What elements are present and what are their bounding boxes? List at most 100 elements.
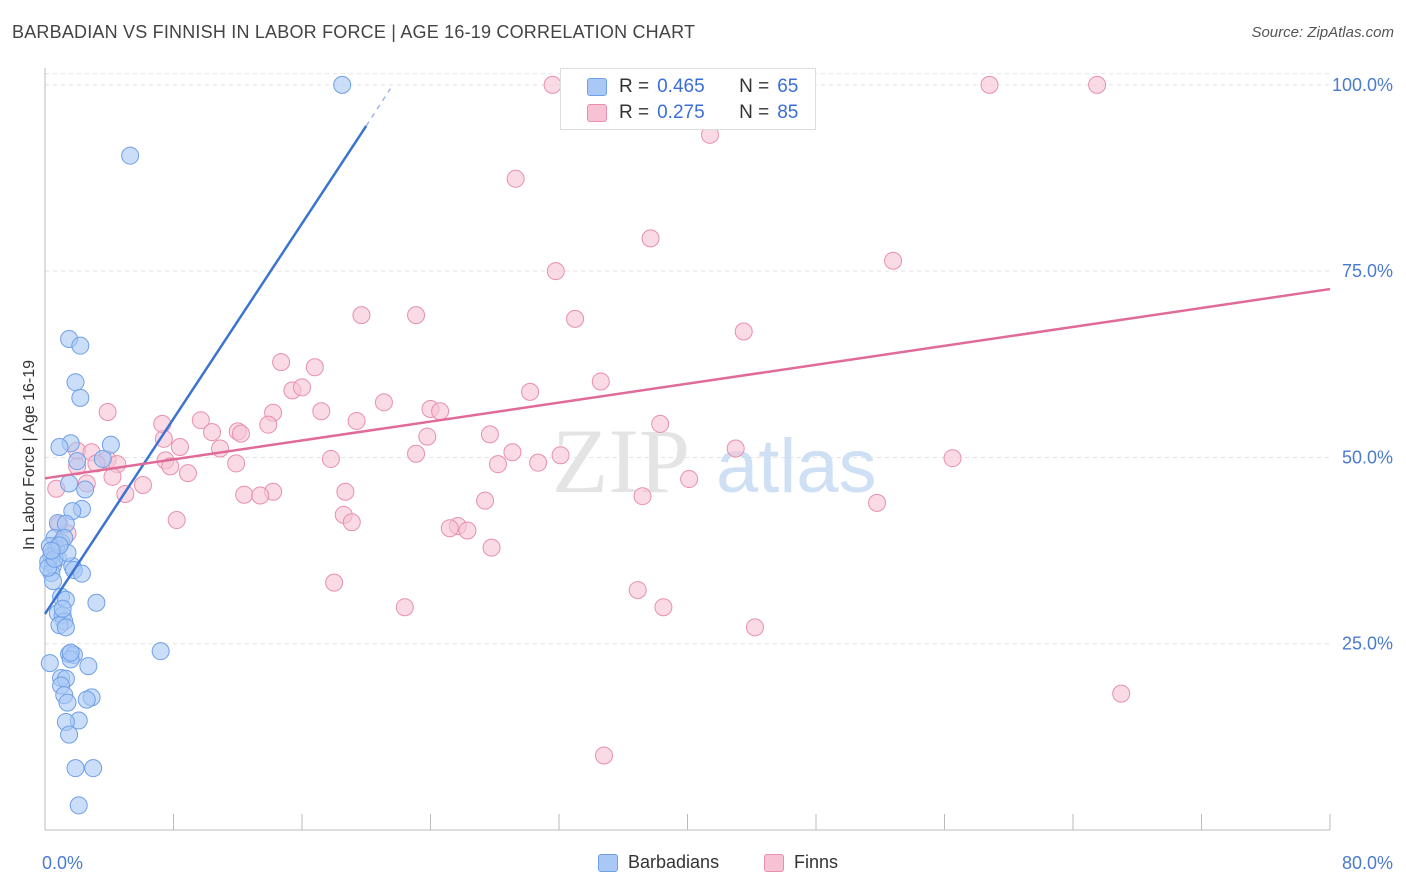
legend-swatch-finns bbox=[764, 853, 784, 872]
legend-r-value: 0.465 bbox=[657, 76, 705, 97]
data-point bbox=[651, 414, 670, 433]
legend-row-barbadians: R = 0.465 N = 65 bbox=[587, 75, 798, 99]
data-point bbox=[101, 435, 120, 454]
data-point bbox=[418, 427, 437, 446]
data-point bbox=[943, 449, 962, 468]
legend-item-barbadians[interactable]: Barbadians bbox=[598, 852, 719, 873]
data-point bbox=[84, 759, 103, 778]
data-point bbox=[321, 449, 340, 468]
data-point bbox=[153, 414, 172, 433]
data-point bbox=[980, 75, 999, 94]
data-point bbox=[352, 306, 371, 325]
data-point bbox=[191, 411, 210, 430]
data-point bbox=[591, 372, 610, 391]
watermark-zip: ZIP bbox=[552, 410, 690, 512]
y-tick-labels: 25.0% 50.0% 75.0% 100.0% bbox=[1332, 75, 1393, 654]
data-point bbox=[407, 306, 426, 325]
data-point bbox=[121, 146, 140, 165]
data-point bbox=[734, 322, 753, 341]
grid-lines bbox=[45, 73, 1330, 645]
data-point bbox=[40, 654, 59, 673]
data-point bbox=[488, 455, 507, 474]
data-point bbox=[305, 358, 324, 377]
series-legend: Barbadians Finns bbox=[0, 852, 1406, 878]
data-point bbox=[76, 480, 95, 499]
data-point bbox=[77, 690, 96, 709]
data-point bbox=[628, 581, 647, 600]
legend-item-finns[interactable]: Finns bbox=[764, 852, 838, 873]
trend-extension-barbadians bbox=[365, 88, 391, 127]
data-point bbox=[546, 262, 565, 281]
data-point bbox=[680, 470, 699, 489]
data-point bbox=[93, 449, 112, 468]
data-point bbox=[79, 657, 98, 676]
data-point bbox=[151, 642, 170, 661]
data-point bbox=[480, 425, 499, 444]
data-point bbox=[60, 725, 79, 744]
legend-row-finns: R = 0.275 N = 85 bbox=[587, 101, 798, 125]
data-point bbox=[72, 564, 91, 583]
data-point bbox=[633, 487, 652, 506]
data-point bbox=[745, 618, 764, 637]
data-point bbox=[476, 491, 495, 510]
source-label: Source: ZipAtlas.com bbox=[1251, 24, 1394, 41]
series-barbadians bbox=[39, 75, 352, 815]
data-point bbox=[342, 513, 361, 532]
data-point bbox=[71, 388, 90, 407]
data-point bbox=[69, 796, 88, 815]
data-point bbox=[53, 599, 72, 618]
legend-n-value: 85 bbox=[777, 102, 799, 123]
data-point bbox=[726, 439, 745, 458]
data-point bbox=[87, 593, 106, 612]
data-point bbox=[529, 453, 548, 472]
data-point bbox=[347, 411, 366, 430]
legend-r-value: 0.275 bbox=[657, 102, 705, 123]
data-point bbox=[60, 474, 79, 493]
data-point bbox=[868, 493, 887, 512]
data-point bbox=[325, 573, 344, 592]
data-point bbox=[374, 393, 393, 412]
data-point bbox=[235, 485, 254, 504]
data-point bbox=[272, 353, 291, 372]
data-point bbox=[521, 382, 540, 401]
data-point bbox=[336, 482, 355, 501]
data-point bbox=[50, 438, 69, 457]
data-point bbox=[458, 521, 477, 540]
series-finns bbox=[47, 75, 1131, 765]
legend-swatch-finns bbox=[587, 104, 607, 122]
x-tick-labels: 0.0% 80.0% bbox=[42, 853, 1393, 873]
legend-n-label: N = bbox=[739, 102, 770, 123]
data-point bbox=[133, 476, 152, 495]
axes bbox=[44, 68, 1331, 831]
data-point bbox=[66, 759, 85, 778]
data-point bbox=[66, 373, 85, 392]
data-point bbox=[58, 693, 77, 712]
y-tick-label: 50.0% bbox=[1342, 447, 1393, 467]
data-point bbox=[56, 618, 75, 637]
data-point bbox=[1112, 684, 1131, 703]
data-point bbox=[503, 443, 522, 462]
legend-n-label: N = bbox=[739, 76, 770, 97]
data-point bbox=[71, 336, 90, 355]
data-point bbox=[161, 457, 180, 476]
data-point bbox=[178, 464, 197, 483]
x-tick-label: 80.0% bbox=[1342, 853, 1393, 873]
data-point bbox=[251, 486, 270, 505]
y-axis-title: In Labor Force | Age 16-19 bbox=[21, 360, 38, 550]
legend-swatch-barbadians bbox=[598, 853, 618, 872]
data-point bbox=[395, 598, 414, 617]
data-point bbox=[42, 541, 61, 560]
y-tick-label: 100.0% bbox=[1332, 75, 1393, 95]
data-point bbox=[203, 423, 222, 442]
data-point bbox=[551, 446, 570, 465]
data-point bbox=[231, 424, 250, 443]
legend-r-label: R = bbox=[619, 76, 650, 97]
legend-swatch-barbadians bbox=[587, 78, 607, 96]
data-point bbox=[259, 415, 278, 434]
legend-label-barbadians: Barbadians bbox=[628, 852, 720, 872]
y-tick-label: 75.0% bbox=[1342, 261, 1393, 281]
data-point bbox=[407, 444, 426, 463]
data-point bbox=[566, 309, 585, 328]
data-point bbox=[594, 746, 613, 765]
